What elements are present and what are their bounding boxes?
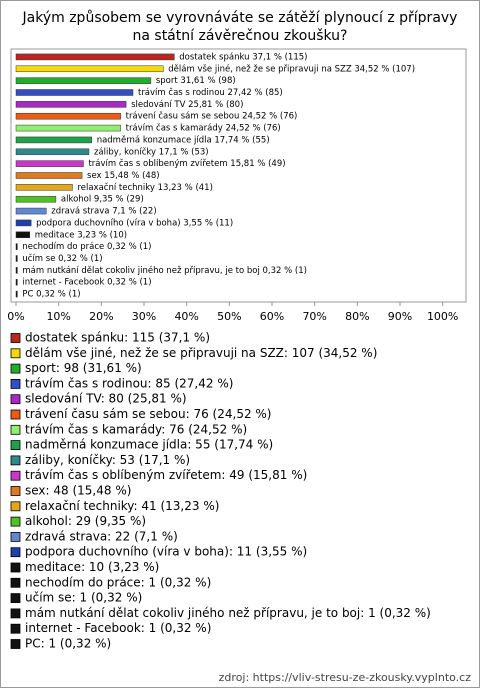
bar	[15, 255, 18, 262]
legend-label: PC: 1 (0,32 %)	[25, 637, 111, 651]
bar	[15, 290, 18, 298]
bar	[15, 65, 164, 73]
data-label: relaxační techniky 13,23 % (41)	[77, 182, 212, 193]
data-label: trávím čas s kamarády 24,52 % (76)	[126, 123, 281, 134]
legend-swatch	[10, 532, 21, 542]
x-tick-label: 20%	[89, 310, 113, 323]
legend-label: mám nutkání dělat cokoliv jiného než pří…	[25, 606, 431, 620]
legend-label: sport: 98 (31,61 %)	[25, 361, 142, 375]
legend-swatch	[10, 455, 21, 466]
x-tick-label: 50%	[217, 310, 241, 323]
data-label: dostatek spánku 37,1 % (115)	[179, 52, 307, 62]
data-label: sex 15,48 % (48)	[87, 171, 160, 181]
legend-swatch	[10, 409, 21, 420]
legend-label: trávím čas s kamarády: 76 (24,52 %)	[25, 422, 247, 436]
legend-swatch	[10, 608, 21, 619]
legend-label: relaxační techniky: 41 (13,23 %)	[25, 499, 219, 513]
legend-swatch	[10, 378, 21, 389]
legend-label: dělám vše jiné, než že se připravuji na …	[25, 346, 377, 360]
legend-swatch	[10, 623, 21, 634]
legend-label: sledování TV: 80 (25,81 %)	[25, 392, 187, 406]
legend-swatch	[10, 516, 21, 527]
bar	[15, 278, 18, 286]
data-label: trávení času sám se sebou 24,52 % (76)	[126, 111, 298, 122]
legend-label: trávím čas s oblíbeným zvířetem: 49 (15,…	[25, 468, 307, 482]
data-label: sport 31,61 % (98)	[156, 76, 236, 86]
x-tick-label: 30%	[132, 310, 156, 323]
legend-label: podpora duchovního (víra v boha): 11 (3,…	[25, 545, 307, 559]
bar	[15, 112, 121, 120]
legend-swatch	[10, 440, 21, 451]
x-tick-label: 60%	[260, 310, 284, 323]
x-tick-label: 0%	[7, 310, 24, 323]
bar	[15, 231, 31, 239]
legend-swatch	[10, 501, 21, 512]
x-tick-label: 80%	[345, 310, 369, 323]
legend-label: zdravá strava: 22 (7,1 %)	[25, 529, 178, 543]
bar	[15, 160, 84, 167]
data-label: záliby, koníčky 17,1 % (53)	[94, 146, 209, 157]
data-label: učím se 0,32 % (1)	[22, 253, 102, 264]
legend-swatch	[10, 348, 21, 359]
bar	[15, 148, 90, 156]
legend-label: internet - Facebook: 1 (0,32 %)	[25, 621, 211, 635]
legend-swatch	[10, 639, 21, 649]
bar	[15, 124, 121, 132]
legend-swatch	[10, 424, 21, 435]
bar	[15, 89, 134, 96]
legend-label: sex: 48 (15,48 %)	[25, 484, 131, 498]
x-tick-label: 10%	[46, 310, 70, 323]
legend-label: meditace: 10 (3,23 %)	[25, 560, 159, 574]
legend-label: trávím čas s rodinou: 85 (27,42 %)	[25, 376, 233, 390]
bar	[15, 207, 47, 215]
data-label: meditace 3,23 % (10)	[35, 230, 127, 240]
legend-label: učím se: 1 (0,32 %)	[25, 591, 142, 605]
bar	[15, 136, 92, 144]
legend-swatch	[10, 562, 21, 573]
data-label: mám nutkání dělat cokoliv jiného než pří…	[22, 265, 307, 276]
legend-label: alkohol: 29 (9,35 %)	[25, 514, 146, 528]
bar	[15, 243, 18, 250]
chart-title: Jakým způsobem se vyrovnáváte se zátěží …	[22, 10, 458, 44]
data-label: trávím čas s oblíbeným zvířetem 15,81 % …	[88, 158, 285, 169]
legend-swatch	[10, 394, 21, 405]
source: zdroj: https://vliv-stresu-ze-zkousky.vy…	[219, 671, 472, 684]
legend-label: nadměrná konzumace jídla: 55 (17,74 %)	[25, 438, 273, 452]
bar	[15, 184, 73, 191]
legend-label: záliby, koníčky: 53 (17,1 %)	[25, 453, 190, 467]
x-tick-label: 100%	[427, 310, 458, 323]
bar	[15, 219, 32, 227]
legend-swatch	[10, 363, 21, 374]
x-tick-label: 90%	[388, 310, 412, 323]
legend-swatch	[10, 470, 21, 481]
legend-label: nechodím do práce: 1 (0,32 %)	[25, 575, 211, 589]
legend-label: trávení času sám se sebou: 76 (24,52 %)	[25, 407, 272, 421]
data-label: trávím čas s rodinou 27,42 % (85)	[138, 87, 283, 98]
legend-swatch	[10, 486, 21, 496]
legend-label: dostatek spánku: 115 (37,1 %)	[25, 331, 210, 345]
data-label: internet - Facebook 0,32 % (1)	[22, 278, 151, 288]
legend-swatch	[10, 593, 21, 603]
bar	[15, 101, 127, 108]
legend-swatch	[10, 577, 21, 588]
x-tick-label: 70%	[302, 310, 326, 323]
bar	[15, 267, 18, 274]
data-label: nechodím do práce 0,32 % (1)	[22, 242, 151, 252]
data-label: nadměrná konzumace jídla 17,74 % (55)	[97, 135, 270, 145]
legend-swatch	[10, 333, 21, 343]
bar	[15, 53, 175, 61]
data-label: alkohol 9,35 % (29)	[61, 195, 144, 205]
bar	[15, 77, 152, 84]
legend-swatch	[10, 547, 21, 558]
x-tick-label: 40%	[174, 310, 198, 323]
bar	[15, 172, 83, 179]
data-label: PC 0,32 % (1)	[22, 290, 80, 300]
data-label: sledování TV 25,81 % (80)	[131, 100, 243, 110]
bar	[15, 195, 57, 203]
data-label: dělám vše jiné, než že se připravuji na …	[168, 63, 415, 74]
data-label: podpora duchovního (víra v boha) 3,55 % …	[36, 218, 233, 228]
data-label: zdravá strava 7,1 % (22)	[51, 207, 156, 217]
